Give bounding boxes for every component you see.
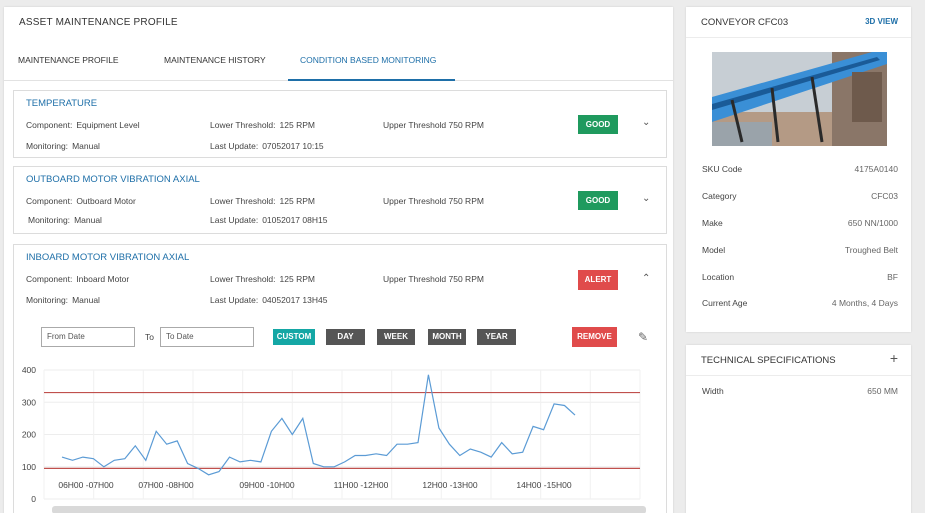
y-tick-label: 200 xyxy=(22,430,36,440)
x-tick-label: 06H00 -07H00 xyxy=(58,480,114,490)
asset-photo xyxy=(712,52,887,146)
vibration-line-chart: 400 300 200 100 0 06H00 -07H00 07H00 -08H00 09H… xyxy=(22,365,641,504)
pencil-icon[interactable]: ✎ xyxy=(638,330,649,344)
monitor-card-outboard: OUTBOARD MOTOR VIBRATION AXIAL Component… xyxy=(13,166,667,234)
chevron-down-icon[interactable]: ⌄ xyxy=(642,117,651,128)
status-badge: GOOD xyxy=(578,191,618,210)
last-update-field: Last Update: 01052017 08H15 xyxy=(210,215,328,225)
lower-threshold-field: Lower Threshold: 125 RPM xyxy=(210,274,315,284)
upper-threshold-field: Upper Threshold 750 RPM xyxy=(383,196,484,206)
specs-title: TECHNICAL SPECIFICATIONS xyxy=(701,355,836,366)
spec-width: Width 650 MM xyxy=(702,386,898,396)
chart-horizontal-scrollbar[interactable] xyxy=(52,506,646,513)
range-custom-button[interactable]: CUSTOM xyxy=(273,329,315,345)
x-tick-label: 09H00 -10H00 xyxy=(239,480,295,490)
y-tick-label: 400 xyxy=(22,365,36,375)
range-day-button[interactable]: DAY xyxy=(326,329,365,345)
page-title: ASSET MAINTENANCE PROFILE xyxy=(19,17,178,28)
monitoring-field: Monitoring: Manual xyxy=(26,141,100,151)
component-field: Component: Equipment Level xyxy=(26,120,140,130)
monitoring-field: Monitoring: Manual xyxy=(28,215,102,225)
prop-sku-code: SKU Code 4175A0140 xyxy=(702,164,898,174)
monitoring-field: Monitoring: Manual xyxy=(26,295,100,305)
upper-threshold-field: Upper Threshold 750 RPM xyxy=(383,274,484,284)
prop-category: Category CFC03 xyxy=(702,191,898,201)
expand-plus-icon[interactable]: + xyxy=(889,350,898,366)
range-year-button[interactable]: YEAR xyxy=(477,329,516,345)
prop-current-age: Current Age 4 Months, 4 Days xyxy=(702,298,898,308)
active-tab-indicator xyxy=(288,79,455,81)
remove-button[interactable]: REMOVE xyxy=(572,327,617,347)
card-title[interactable]: TEMPERATURE xyxy=(26,98,98,109)
chevron-down-icon[interactable]: ⌄ xyxy=(642,193,651,204)
asset-detail-panel: CONVEYOR CFC03 3D VIEW SKU Code 4175A0140… xyxy=(686,7,911,332)
to-date-input[interactable]: To Date xyxy=(160,327,254,347)
from-date-input[interactable]: From Date xyxy=(41,327,135,347)
monitor-card-temperature: TEMPERATURE Component: Equipment Level Lo… xyxy=(13,90,667,158)
x-tick-label: 14H00 -15H00 xyxy=(516,480,572,490)
prop-model: Model Troughed Belt xyxy=(702,245,898,255)
range-month-button[interactable]: MONTH xyxy=(428,329,466,345)
last-update-field: Last Update: 04052017 13H45 xyxy=(210,295,328,305)
y-tick-label: 100 xyxy=(22,462,36,472)
series-line xyxy=(61,374,576,476)
tab-maintenance-profile[interactable]: MAINTENANCE PROFILE xyxy=(18,55,119,65)
component-field: Component: Outboard Motor xyxy=(26,196,136,206)
asset-maintenance-panel: ASSET MAINTENANCE PROFILE MAINTENANCE PR… xyxy=(4,7,673,513)
lower-threshold-field: Lower Threshold: 125 RPM xyxy=(210,120,315,130)
tab-condition-based-monitoring[interactable]: CONDITION BASED MONITORING xyxy=(300,55,437,65)
upper-threshold-field: Upper Threshold 750 RPM xyxy=(383,120,484,130)
chevron-up-icon[interactable]: ⌃ xyxy=(642,273,651,284)
x-tick-label: 07H00 -08H00 xyxy=(138,480,194,490)
y-tick-label: 0 xyxy=(31,494,36,504)
divider xyxy=(686,37,911,38)
status-badge: ALERT xyxy=(578,270,618,290)
prop-make: Make 650 NN/1000 xyxy=(702,218,898,228)
3d-view-link[interactable]: 3D VIEW xyxy=(865,17,898,26)
x-tick-label: 11H00 -12H00 xyxy=(334,480,389,490)
y-tick-label: 300 xyxy=(22,397,36,407)
divider xyxy=(686,375,911,376)
asset-title: CONVEYOR CFC03 xyxy=(701,17,789,28)
tab-maintenance-history[interactable]: MAINTENANCE HISTORY xyxy=(164,55,266,65)
technical-specifications-panel: TECHNICAL SPECIFICATIONS + Width 650 MM xyxy=(686,345,911,513)
range-week-button[interactable]: WEEK xyxy=(377,329,415,345)
lower-threshold-field: Lower Threshold: 125 RPM xyxy=(210,196,315,206)
prop-location: Location BF xyxy=(702,272,898,282)
card-title[interactable]: OUTBOARD MOTOR VIBRATION AXIAL xyxy=(26,174,200,185)
status-badge: GOOD xyxy=(578,115,618,134)
component-field: Component: Inboard Motor xyxy=(26,274,130,284)
to-label: To xyxy=(145,332,154,342)
last-update-field: Last Update: 07052017 10:15 xyxy=(210,141,324,151)
card-title[interactable]: INBOARD MOTOR VIBRATION AXIAL xyxy=(26,252,190,263)
x-tick-label: 12H00 -13H00 xyxy=(422,480,478,490)
